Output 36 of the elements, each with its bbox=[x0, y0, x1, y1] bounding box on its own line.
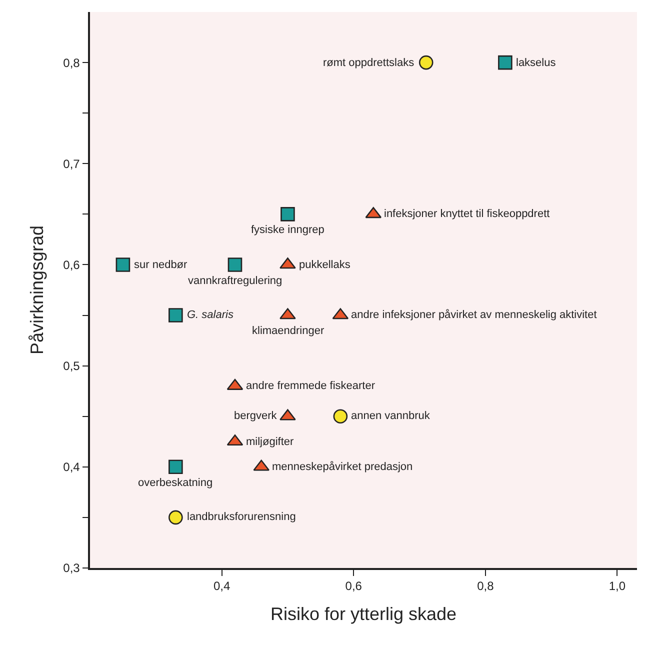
annotation: fysiske inngrep bbox=[251, 224, 324, 236]
point bbox=[418, 55, 434, 70]
x-axis-title: Risiko for ytterlig skade bbox=[270, 604, 457, 624]
x-tick-label: 0,4 bbox=[213, 579, 230, 594]
annotation: miljøgifter bbox=[246, 436, 294, 448]
annotation: sur nedbør bbox=[134, 259, 188, 271]
x-tick-label: 1,0 bbox=[608, 579, 626, 594]
y-tick-label: 0,5 bbox=[63, 359, 80, 374]
x-tick-label: 0,8 bbox=[477, 579, 494, 594]
point bbox=[498, 55, 512, 70]
point bbox=[116, 258, 130, 272]
annotation: G. salaris bbox=[187, 309, 234, 321]
point bbox=[228, 258, 242, 272]
annotation: landbruksforurensning bbox=[187, 511, 296, 523]
annotation: pukkellaks bbox=[299, 259, 351, 271]
y-tick-label: 0,3 bbox=[63, 561, 80, 576]
annotation: rømt oppdrettslaks bbox=[323, 57, 415, 69]
point bbox=[226, 434, 244, 446]
y-tick-label: 0,6 bbox=[63, 258, 80, 272]
annotation: overbeskatning bbox=[138, 477, 213, 489]
annotation: klimaendringer bbox=[252, 325, 324, 337]
annotation: andre infeksjoner påvirket av menneskelig aktivitet bbox=[351, 309, 597, 321]
annotation: menneskepåvirket predasjon bbox=[272, 461, 413, 473]
annotation: vannkraftregulering bbox=[188, 275, 282, 287]
annotation: lakselus bbox=[516, 57, 556, 69]
y-tick-label: 0,8 bbox=[63, 56, 80, 70]
annotation: andre fremmede fiskearter bbox=[246, 380, 376, 392]
point bbox=[168, 308, 183, 322]
annotation: infeksjoner knyttet til fiskeoppdrett bbox=[384, 208, 550, 220]
annotation: annen vannbruk bbox=[351, 410, 430, 422]
y-tick-label: 0,4 bbox=[63, 460, 80, 474]
point bbox=[280, 207, 295, 222]
y-tick-label: 0,7 bbox=[63, 156, 80, 171]
y-axis-title: Påvirkningsgrad bbox=[26, 225, 47, 355]
x-tick-label: 0,6 bbox=[345, 579, 362, 594]
annotation: bergverk bbox=[234, 410, 278, 422]
